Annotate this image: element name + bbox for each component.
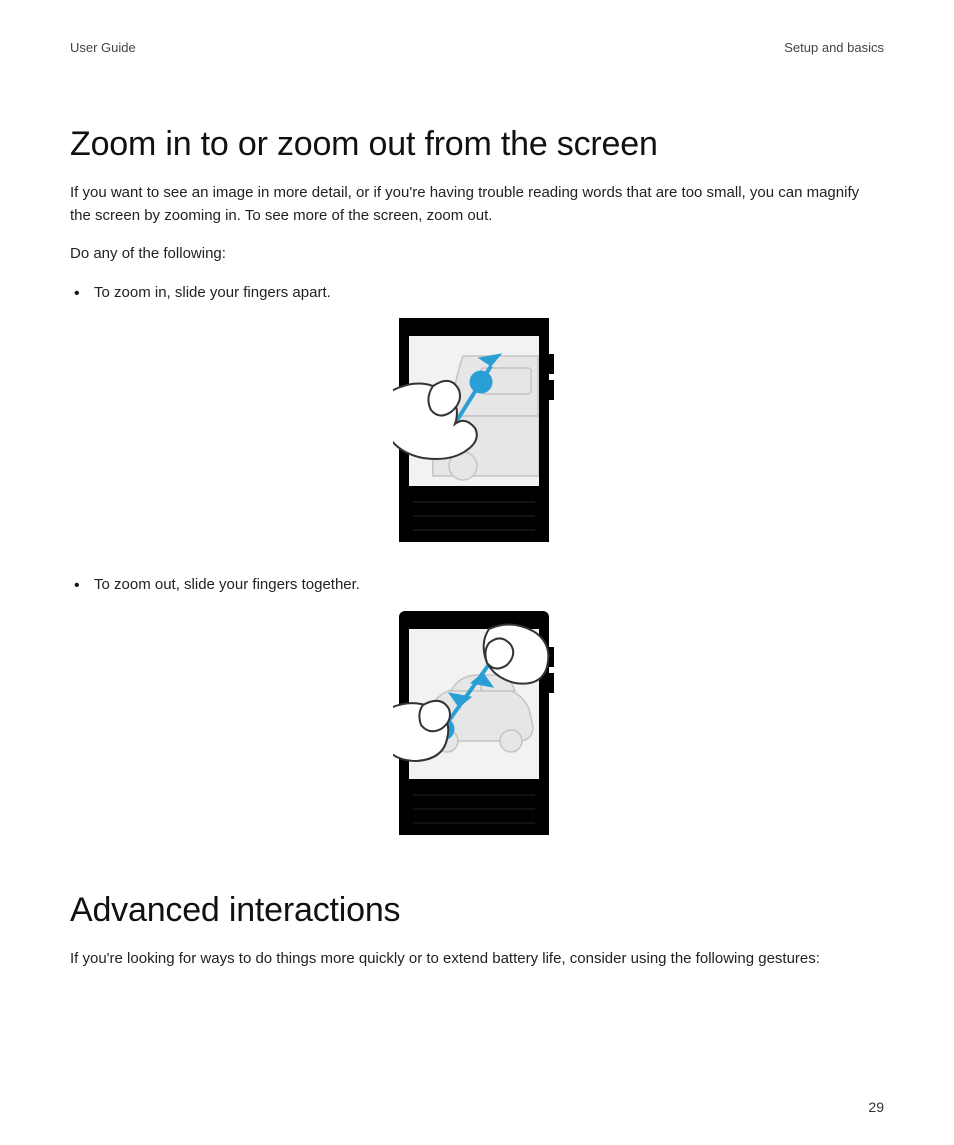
section1-title: Zoom in to or zoom out from the screen xyxy=(70,125,884,164)
figure-zoom-out xyxy=(70,609,884,841)
page-header: User Guide Setup and basics xyxy=(70,40,884,55)
section2-title: Advanced interactions xyxy=(70,891,884,930)
bullet-zoom-out: To zoom out, slide your fingers together… xyxy=(70,574,884,597)
instruction-list-2: To zoom out, slide your fingers together… xyxy=(70,574,884,597)
header-right: Setup and basics xyxy=(784,40,884,55)
header-left: User Guide xyxy=(70,40,136,55)
section1-intro: If you want to see an image in more deta… xyxy=(70,182,884,227)
page-number: 29 xyxy=(868,1099,884,1115)
zoom-in-illustration xyxy=(393,316,561,548)
instruction-list: To zoom in, slide your fingers apart. xyxy=(70,282,884,305)
zoom-out-illustration xyxy=(393,609,561,841)
section2-intro: If you're looking for ways to do things … xyxy=(70,948,884,971)
bullet-zoom-in: To zoom in, slide your fingers apart. xyxy=(70,282,884,305)
figure-zoom-in xyxy=(70,316,884,548)
section1-instruction: Do any of the following: xyxy=(70,243,884,266)
